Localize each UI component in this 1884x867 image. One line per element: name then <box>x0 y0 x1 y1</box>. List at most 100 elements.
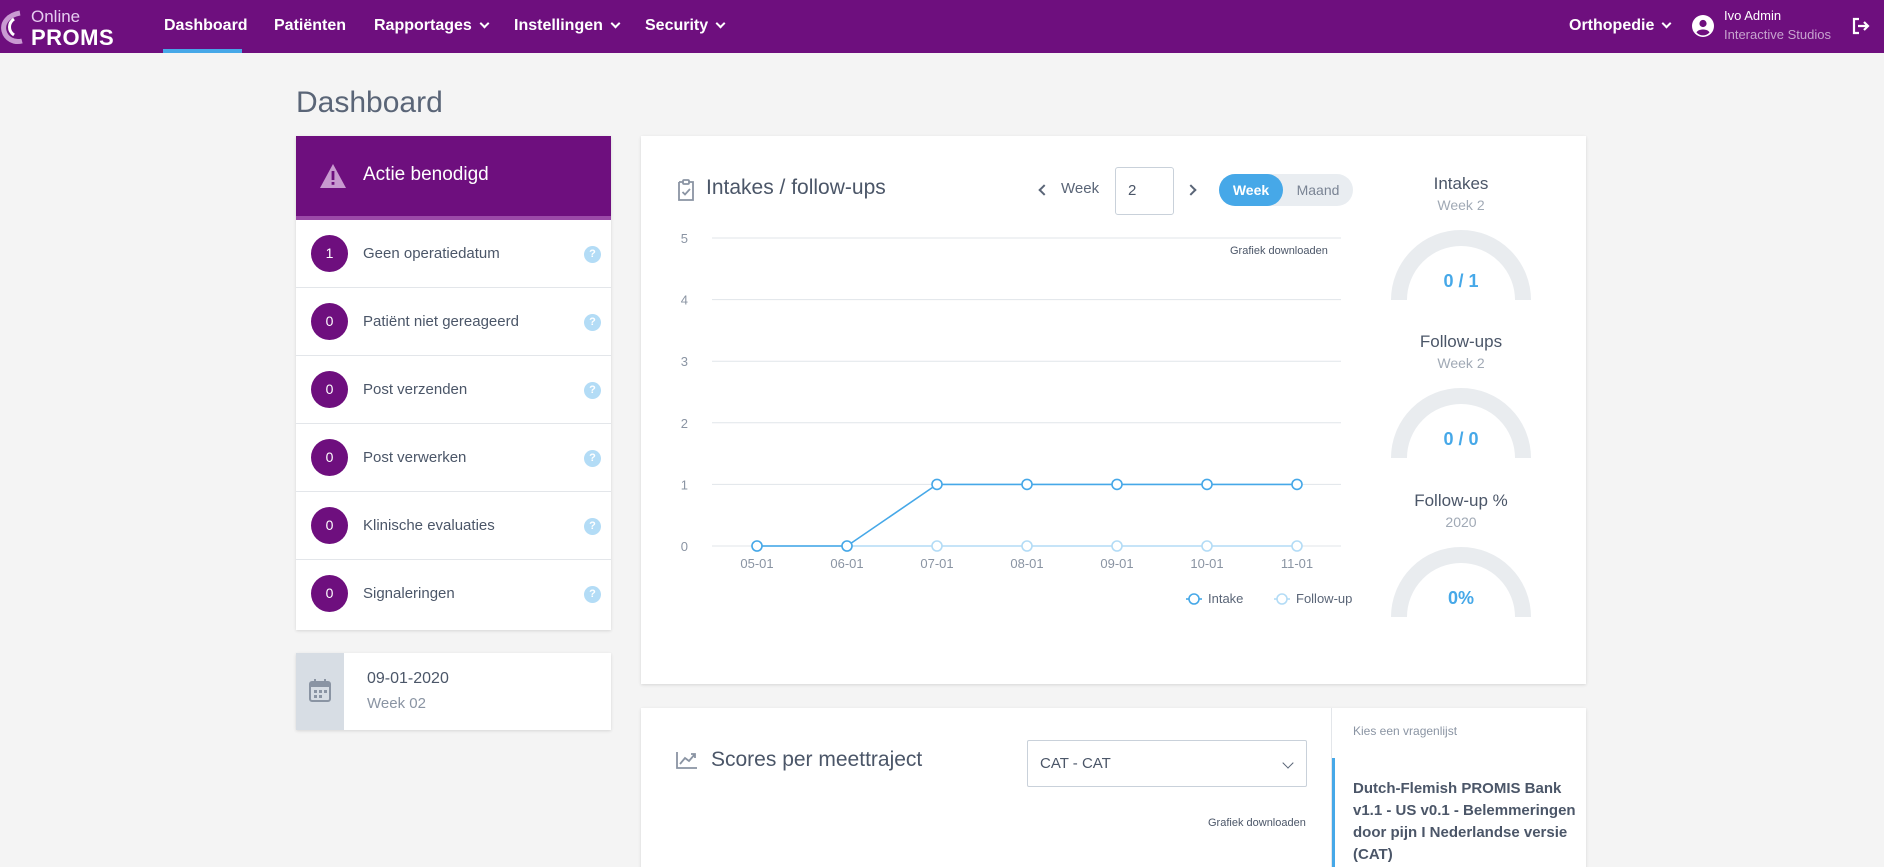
questionnaire-list: Kies een vragenlijst Dutch-Flemish PROMI… <box>1331 708 1586 867</box>
stat-followup-percentage-title: Follow-up % <box>1414 491 1508 510</box>
y-tick-label: 1 <box>681 477 688 492</box>
action-row[interactable]: 0 Patiënt niet gereageerd? <box>296 288 611 356</box>
action-label: Klinische evaluaties <box>363 517 495 534</box>
help-icon[interactable]: ? <box>584 518 601 535</box>
help-icon[interactable]: ? <box>584 586 601 603</box>
data-point <box>1111 478 1123 491</box>
help-icon[interactable]: ? <box>584 314 601 331</box>
data-point <box>751 540 763 552</box>
intakes-card-title: Intakes / follow-ups <box>706 176 886 199</box>
toggle-month-button[interactable]: Maand <box>1296 182 1340 198</box>
questionnaire-list-label: Kies een vragenlijst <box>1353 724 1458 738</box>
logo[interactable]: Online PROMS <box>0 5 120 50</box>
y-tick-label: 3 <box>681 354 688 369</box>
department-label: Orthopedie <box>1569 17 1655 34</box>
action-required-panel: Actie benodigd 1 Geen operatiedatum? 0 Pati… <box>296 136 611 630</box>
scores-card-title: Scores per meettraject <box>711 748 923 771</box>
download-scores-chart-link[interactable]: Grafiek downloaden <box>1208 817 1306 829</box>
x-tick-label: 09-01 <box>1100 556 1133 571</box>
checklist-document-icon <box>678 179 694 201</box>
stat-intakes-sub: Week 2 <box>1437 197 1485 213</box>
logout-icon[interactable] <box>1852 17 1870 35</box>
logo-text-proms: PROMS <box>31 25 115 50</box>
help-icon[interactable]: ? <box>584 246 601 263</box>
nav-rapportages[interactable]: Rapportages <box>374 0 490 53</box>
action-count-badge: 0 <box>311 439 348 476</box>
chevron-down-icon <box>1661 18 1672 29</box>
action-label: Post verwerken <box>363 449 467 466</box>
user-avatar-icon[interactable] <box>1692 15 1714 37</box>
stat-followup-percentage-sub: 2020 <box>1445 514 1477 530</box>
week-number-input[interactable]: 2 <box>1115 167 1174 215</box>
stat-followups-sub: Week 2 <box>1437 355 1485 371</box>
intakes-followups-card: Intakes / follow-ups Week 2 Week Maand 0… <box>641 136 1586 684</box>
data-point <box>1291 478 1303 491</box>
action-label: Post verzenden <box>363 381 468 398</box>
measurement-track-value: CAT - CAT <box>1040 755 1111 772</box>
stat-followup-percentage-value: 0% <box>1447 588 1474 608</box>
data-point <box>931 540 943 552</box>
chevron-down-icon <box>1282 757 1294 769</box>
nav-active-indicator <box>163 49 242 53</box>
nav-dashboard-label: Dashboard <box>164 17 248 34</box>
user-organisation: Interactive Studios <box>1724 27 1831 42</box>
legend-label: Intake <box>1208 591 1243 606</box>
series-line <box>757 483 1297 547</box>
gauge-followup-percentage <box>1391 547 1531 617</box>
gauge-intakes <box>1391 230 1531 300</box>
nav-rapportages-label: Rapportages <box>374 17 472 34</box>
action-count-badge: 0 <box>311 371 348 408</box>
download-chart-link[interactable]: Grafiek downloaden <box>1230 245 1328 257</box>
page-title: Dashboard <box>296 86 443 119</box>
logo-mark-icon <box>1 10 23 44</box>
data-point <box>1201 540 1213 552</box>
action-row[interactable]: 0 Klinische evaluaties? <box>296 492 611 560</box>
action-row[interactable]: 1 Geen operatiedatum? <box>296 220 611 288</box>
action-row[interactable]: 0 Post verwerken? <box>296 424 611 492</box>
stat-intakes: Intakes Week 2 <box>1381 174 1541 213</box>
action-required-title: Actie benodigd <box>363 164 489 185</box>
action-label: Signaleringen <box>363 585 455 602</box>
action-count-badge: 0 <box>311 575 348 612</box>
measurement-track-select[interactable]: CAT - CAT <box>1027 740 1307 787</box>
help-icon[interactable]: ? <box>584 382 601 399</box>
nav-patienten-label: Patiënten <box>274 17 347 34</box>
logo-text-online: Online <box>31 7 81 26</box>
gauge-followups <box>1391 388 1531 458</box>
stat-followups-value: 0 / 0 <box>1443 429 1479 449</box>
nav-instellingen[interactable]: Instellingen <box>514 0 621 53</box>
toggle-week-button[interactable]: Week <box>1219 174 1283 206</box>
x-tick-label: 06-01 <box>830 556 863 571</box>
action-row[interactable]: 0 Signaleringen? <box>296 560 611 628</box>
y-tick-label: 5 <box>681 231 688 246</box>
gauge-track <box>1391 388 1531 458</box>
nav-patienten[interactable]: Patiënten <box>274 0 346 53</box>
legend-label: Follow-up <box>1296 591 1352 606</box>
stat-followups-title: Follow-ups <box>1419 332 1503 351</box>
top-navbar: Online PROMS Dashboard Patiënten Rapport… <box>0 0 1884 53</box>
questionnaire-item[interactable]: Dutch-Flemish PROMIS Bank v1.1 - US v0.1… <box>1332 758 1587 867</box>
department-selector[interactable]: Orthopedie <box>1569 0 1672 53</box>
help-icon[interactable]: ? <box>584 450 601 467</box>
gauge-track <box>1391 230 1531 300</box>
nav-dashboard[interactable]: Dashboard <box>164 0 248 53</box>
action-row[interactable]: 0 Post verzenden? <box>296 356 611 424</box>
legend-marker <box>1188 593 1200 605</box>
nav-security[interactable]: Security <box>645 0 726 53</box>
week-label: Week <box>1061 180 1100 197</box>
chevron-down-icon <box>715 18 726 29</box>
current-date: 09-01-2020 <box>367 670 449 687</box>
legend-marker <box>1276 593 1288 605</box>
user-name[interactable]: Ivo Admin <box>1724 8 1782 23</box>
data-point <box>1111 540 1123 552</box>
stat-intakes-title: Intakes <box>1433 174 1489 193</box>
intakes-line-chart: 0 1 2 3 4 5 05-01 06-01 07-01 08-01 09-01 10-01 11-0… <box>681 231 1353 606</box>
stat-intakes-value: 0 / 1 <box>1443 271 1479 291</box>
x-tick-label: 10-01 <box>1190 556 1223 571</box>
action-required-header: Actie benodigd <box>296 136 611 220</box>
period-toggle: Week Maand <box>1219 174 1353 206</box>
y-tick-label: 4 <box>681 293 688 308</box>
nav-security-label: Security <box>645 17 709 34</box>
action-label: Geen operatiedatum <box>363 245 500 262</box>
chevron-down-icon <box>610 18 621 29</box>
